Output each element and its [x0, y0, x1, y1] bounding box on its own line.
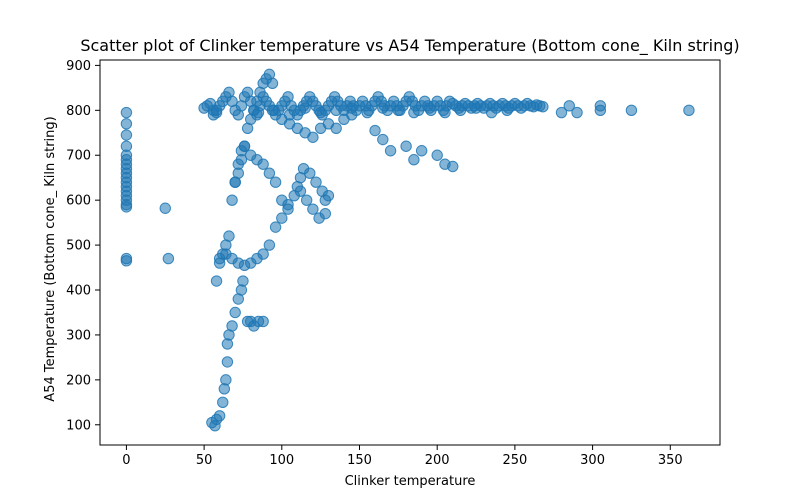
data-point — [238, 140, 251, 152]
data-point — [485, 106, 498, 119]
x-tick-label: 50 — [196, 453, 213, 468]
x-tick-label: 250 — [502, 453, 527, 468]
data-point — [263, 239, 276, 251]
data-point — [594, 104, 607, 117]
data-point — [563, 100, 575, 112]
data-point — [257, 158, 269, 170]
data-point — [683, 104, 695, 117]
data-point — [235, 154, 248, 166]
data-point — [555, 106, 568, 119]
data-point — [269, 221, 282, 233]
data-point — [120, 252, 133, 265]
data-point — [571, 106, 583, 119]
data-point — [307, 203, 319, 215]
data-point — [454, 104, 467, 117]
data-point — [223, 230, 235, 242]
data-point — [447, 160, 459, 173]
y-tick-label: 300 — [66, 328, 91, 343]
data-point — [263, 167, 276, 179]
data-point — [217, 396, 229, 409]
data-point — [213, 410, 226, 422]
data-point — [162, 252, 175, 265]
x-tick-label: 300 — [580, 453, 605, 468]
data-point — [392, 104, 405, 117]
data-point — [220, 374, 232, 386]
data-point — [384, 145, 397, 157]
x-tick-label: 150 — [347, 453, 372, 468]
data-point — [625, 104, 638, 117]
y-tick-label: 600 — [66, 194, 91, 209]
data-point — [369, 124, 381, 137]
data-point — [470, 102, 482, 114]
plot-frame — [99, 59, 721, 446]
y-tick-label: 400 — [66, 284, 91, 299]
data-point — [120, 129, 133, 141]
data-point — [226, 320, 238, 332]
data-point — [299, 102, 311, 114]
x-tick-label: 350 — [658, 453, 683, 468]
data-point — [307, 131, 319, 143]
y-tick-label: 900 — [66, 59, 91, 74]
data-point — [300, 194, 313, 206]
data-point — [210, 106, 223, 119]
scatter-points — [120, 68, 695, 432]
data-point — [282, 203, 294, 215]
data-point — [310, 176, 322, 188]
data-point — [377, 102, 389, 114]
y-tick-label: 100 — [66, 418, 91, 433]
data-point — [252, 106, 265, 119]
data-point — [439, 106, 451, 119]
y-tick-label: 200 — [66, 373, 91, 388]
data-point — [319, 207, 332, 220]
data-point — [226, 194, 238, 206]
data-point — [229, 306, 241, 319]
data-point — [346, 102, 358, 114]
data-point — [501, 104, 513, 117]
data-point — [232, 167, 244, 179]
data-point — [159, 202, 171, 214]
data-point — [283, 109, 296, 121]
y-tick-label: 500 — [66, 239, 91, 254]
data-point — [314, 106, 327, 119]
data-point — [120, 118, 133, 130]
data-point — [330, 104, 342, 117]
data-point — [408, 154, 420, 166]
plot-area — [99, 59, 721, 446]
data-point — [400, 140, 412, 152]
x-tick-label: 0 — [122, 453, 130, 468]
y-tick-label: 700 — [66, 149, 91, 164]
data-point — [423, 102, 436, 114]
data-point — [210, 275, 223, 287]
data-point — [415, 145, 428, 157]
data-point — [377, 133, 389, 146]
y-axis: 100 200 300 400 500 600 700 800 900 — [66, 59, 100, 433]
x-axis: 0 50 100 150 200 250 300 350 — [122, 445, 683, 468]
data-point — [257, 248, 269, 260]
data-point — [221, 356, 234, 368]
data-point — [120, 106, 133, 119]
data-point — [237, 275, 249, 287]
data-point — [330, 122, 342, 134]
data-point — [120, 140, 133, 152]
data-point — [408, 106, 420, 119]
x-tick-label: 200 — [425, 453, 450, 468]
data-point — [361, 106, 373, 119]
data-point — [319, 194, 332, 206]
data-point — [537, 101, 549, 113]
x-tick-label: 100 — [269, 453, 294, 468]
data-point — [431, 149, 443, 161]
y-axis-label: A54 Temperature (Bottom cone_ Kiln strin… — [43, 116, 58, 401]
data-point — [268, 104, 280, 117]
chart-title: Scatter plot of Clinker temperature vs A… — [80, 36, 739, 56]
data-point — [304, 167, 316, 179]
data-point — [266, 77, 279, 90]
x-axis-label: Clinker temperature — [345, 474, 476, 489]
data-point — [276, 212, 288, 224]
data-point — [269, 176, 282, 188]
y-tick-label: 800 — [66, 104, 91, 119]
data-point — [257, 315, 269, 328]
